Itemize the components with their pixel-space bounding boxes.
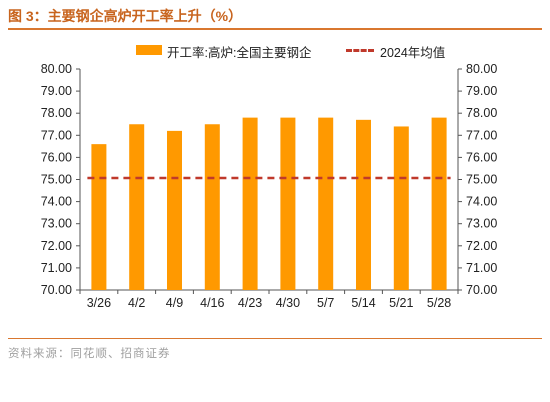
x-tick-label: 3/26 (87, 296, 111, 310)
x-tick-label: 5/7 (317, 296, 334, 310)
legend-line-label: 2024年均值 (380, 46, 446, 60)
x-tick-label: 4/23 (238, 296, 262, 310)
y-tick-label-left: 74.00 (41, 195, 72, 209)
x-tick-label: 4/9 (166, 296, 183, 310)
legend-line-swatch (346, 49, 374, 52)
x-tick-label: 5/28 (427, 296, 451, 310)
y-tick-label-right: 75.00 (466, 173, 497, 187)
y-tick-label-right: 74.00 (466, 195, 497, 209)
y-tick-label-right: 80.00 (466, 62, 497, 76)
bar-5-7 (318, 117, 334, 291)
bar-4-30 (280, 117, 296, 291)
source-note: 资料来源：同花顺、招商证券 (8, 348, 171, 360)
y-tick-label-left: 78.00 (41, 106, 72, 120)
y-tick-label-right: 78.00 (466, 106, 497, 120)
y-tick-label-right: 72.00 (466, 239, 497, 253)
y-tick-label-left: 77.00 (41, 128, 72, 142)
chart-legend: 开工率:高炉:全国主要钢企 2024年均值 (0, 40, 550, 60)
bar-5-14 (356, 119, 371, 290)
bar-3-26 (91, 144, 107, 290)
y-tick-label-left: 72.00 (41, 239, 72, 253)
source-divider (8, 338, 542, 339)
y-tick-label-left: 80.00 (41, 62, 72, 76)
y-tick-label-left: 73.00 (41, 217, 72, 231)
x-tick-label: 4/30 (276, 296, 300, 310)
legend-bar-swatch (136, 45, 162, 55)
x-tick-label: 4/2 (128, 296, 145, 310)
y-tick-label-left: 70.00 (41, 283, 72, 297)
y-tick-label-right: 71.00 (466, 261, 497, 275)
y-tick-label-left: 76.00 (41, 150, 72, 164)
bar-5-21 (393, 126, 409, 291)
legend-bar-label: 开工率:高炉:全国主要钢企 (167, 46, 312, 60)
y-tick-label-right: 70.00 (466, 283, 497, 297)
bar-4-16 (204, 124, 220, 290)
y-tick-label-left: 71.00 (41, 261, 72, 275)
y-tick-label-right: 79.00 (466, 84, 497, 98)
bar-4-9 (167, 130, 182, 290)
y-tick-label-right: 73.00 (466, 217, 497, 231)
bar-chart: 70.00 71.00 72.00 73.00 74.00 75.00 76.00 77.00… (41, 62, 498, 310)
y-tick-label-right: 77.00 (466, 128, 497, 142)
x-tick-label: 5/14 (351, 296, 375, 310)
title-divider (8, 28, 542, 30)
figure-title: 图 3：主要钢企高炉开工率上升（%） (8, 8, 243, 24)
bar-4-23 (242, 117, 258, 291)
x-tick-label: 5/21 (389, 296, 413, 310)
y-tick-label-left: 75.00 (41, 173, 72, 187)
y-tick-label-left: 79.00 (41, 84, 72, 98)
x-tick-label: 4/16 (200, 296, 224, 310)
bar-4-2 (129, 124, 145, 290)
bar-5-28 (431, 117, 447, 291)
y-tick-label-right: 76.00 (466, 150, 497, 164)
